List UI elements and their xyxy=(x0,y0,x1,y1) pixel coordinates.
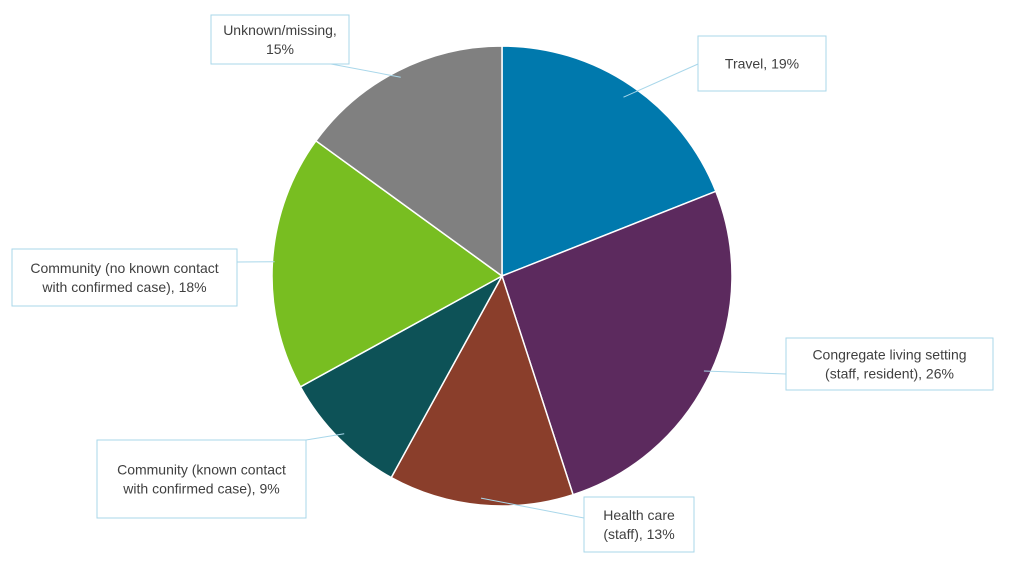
data-label-text: Community (known contact xyxy=(117,462,286,478)
pie-slices xyxy=(271,45,733,507)
pie-slice-1 xyxy=(501,45,717,278)
data-label-callouts: Travel, 19% Congregate living setting (sta… xyxy=(11,14,994,553)
pie-slice-3 xyxy=(390,274,575,507)
pie-slice-6 xyxy=(314,45,503,278)
leader-line xyxy=(703,370,787,375)
data-label-box xyxy=(785,337,994,391)
data-label-5: Community (no known contact with confirme… xyxy=(11,248,275,307)
data-label-text: Congregate living setting xyxy=(812,347,966,363)
leader-line xyxy=(330,63,401,78)
data-label-3: Health care (staff), 13% xyxy=(480,496,695,553)
pie-slice-4 xyxy=(299,274,504,479)
data-label-box xyxy=(11,248,238,307)
leader-line xyxy=(623,63,699,98)
data-label-text: (staff, resident), 26% xyxy=(825,366,954,382)
data-label-text: (staff), 13% xyxy=(603,526,674,542)
data-label-box xyxy=(583,496,695,553)
data-label-text: 15% xyxy=(266,41,294,57)
data-label-1: Travel, 19% xyxy=(623,35,827,98)
data-label-text: Travel, 19% xyxy=(725,56,799,72)
data-label-6: Unknown/missing, 15% xyxy=(210,14,401,78)
data-label-2: Congregate living setting (staff, residen… xyxy=(703,337,994,391)
data-label-text: Health care xyxy=(603,507,675,523)
data-label-4: Community (known contact with confirmed c… xyxy=(96,433,345,519)
data-label-box xyxy=(96,439,307,519)
data-label-box xyxy=(210,14,350,65)
data-label-text: with confirmed case), 9% xyxy=(122,481,279,497)
data-label-text: Unknown/missing, xyxy=(223,22,337,38)
data-label-text: Community (no known contact xyxy=(30,260,218,276)
data-label-box xyxy=(697,35,827,92)
leader-line xyxy=(305,433,345,441)
pie-slice-2 xyxy=(501,190,733,496)
data-label-text: with confirmed case), 18% xyxy=(41,279,206,295)
leader-line xyxy=(480,497,585,519)
